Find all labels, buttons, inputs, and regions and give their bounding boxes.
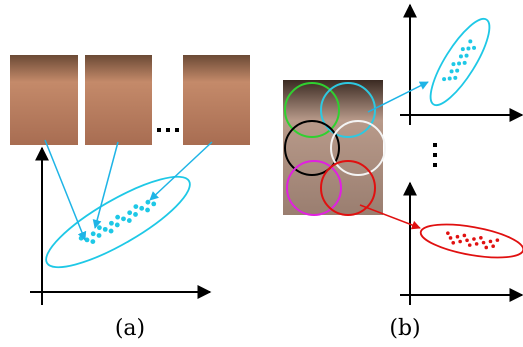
scatter-point <box>450 69 454 73</box>
ellipsis-dots <box>157 128 179 132</box>
scatter-point <box>457 62 461 66</box>
scatter-point <box>451 62 455 66</box>
scatter-point <box>461 47 465 51</box>
scatter-point <box>91 231 96 236</box>
scatter-point <box>463 61 467 65</box>
panel-b: (b) <box>283 5 523 341</box>
panel-a: (a) <box>10 55 250 341</box>
scatter-point <box>458 240 462 244</box>
scatter-point <box>451 241 455 245</box>
scatter-points <box>446 231 499 249</box>
scatter-point <box>103 227 108 232</box>
scatter-point <box>121 216 126 221</box>
scatter-point <box>472 237 476 241</box>
scatter-point <box>448 77 452 81</box>
scatter-point <box>491 244 495 248</box>
scatter-point <box>484 246 488 250</box>
scatter-point <box>482 241 486 245</box>
scatter-point <box>446 231 450 235</box>
scatter-point <box>133 204 138 209</box>
scatter-points <box>79 200 156 244</box>
scatter-point <box>442 77 446 81</box>
scatter-point <box>133 212 138 217</box>
scatter-point <box>145 200 150 205</box>
panel-label: (a) <box>115 316 145 341</box>
scatter-point <box>127 218 132 223</box>
figure: (a) (b) <box>0 0 523 347</box>
scatter-point <box>456 235 460 239</box>
panel-label: (b) <box>389 316 420 341</box>
scatter-point <box>468 243 472 247</box>
scatter-point <box>115 223 120 228</box>
scatter-point <box>145 208 150 213</box>
scatter-points <box>442 39 476 81</box>
arrows <box>45 140 212 240</box>
scatter-point <box>459 54 463 58</box>
scatter-point <box>465 239 469 243</box>
scatter-point <box>115 215 120 220</box>
scatter-point <box>97 233 102 238</box>
scatter-point <box>455 69 459 73</box>
face-image <box>283 80 383 215</box>
scatter-point <box>479 236 483 240</box>
scatter-point <box>139 206 144 211</box>
vertical-ellipsis <box>433 143 437 167</box>
scatter-point <box>472 46 476 50</box>
scatter-point <box>449 236 453 240</box>
scatter-point <box>475 242 479 246</box>
scatter-point <box>127 210 132 215</box>
scatter-point <box>97 225 102 230</box>
scatter-point <box>465 54 469 58</box>
face-image <box>183 55 250 145</box>
scatter-point <box>468 39 472 43</box>
scatter-point <box>151 202 156 207</box>
scatter-point <box>109 229 114 234</box>
face-image <box>85 55 152 145</box>
scatter-point <box>463 234 467 238</box>
scatter-point <box>496 238 500 242</box>
scatter-point <box>85 237 90 242</box>
scatter-point <box>453 76 457 80</box>
face-images <box>10 55 250 145</box>
scatter-point <box>90 239 95 244</box>
cluster-ellipse <box>418 218 523 264</box>
scatter-point <box>109 221 114 226</box>
face-image <box>10 55 78 145</box>
scatter-point <box>466 46 470 50</box>
scatter-point <box>489 240 493 244</box>
